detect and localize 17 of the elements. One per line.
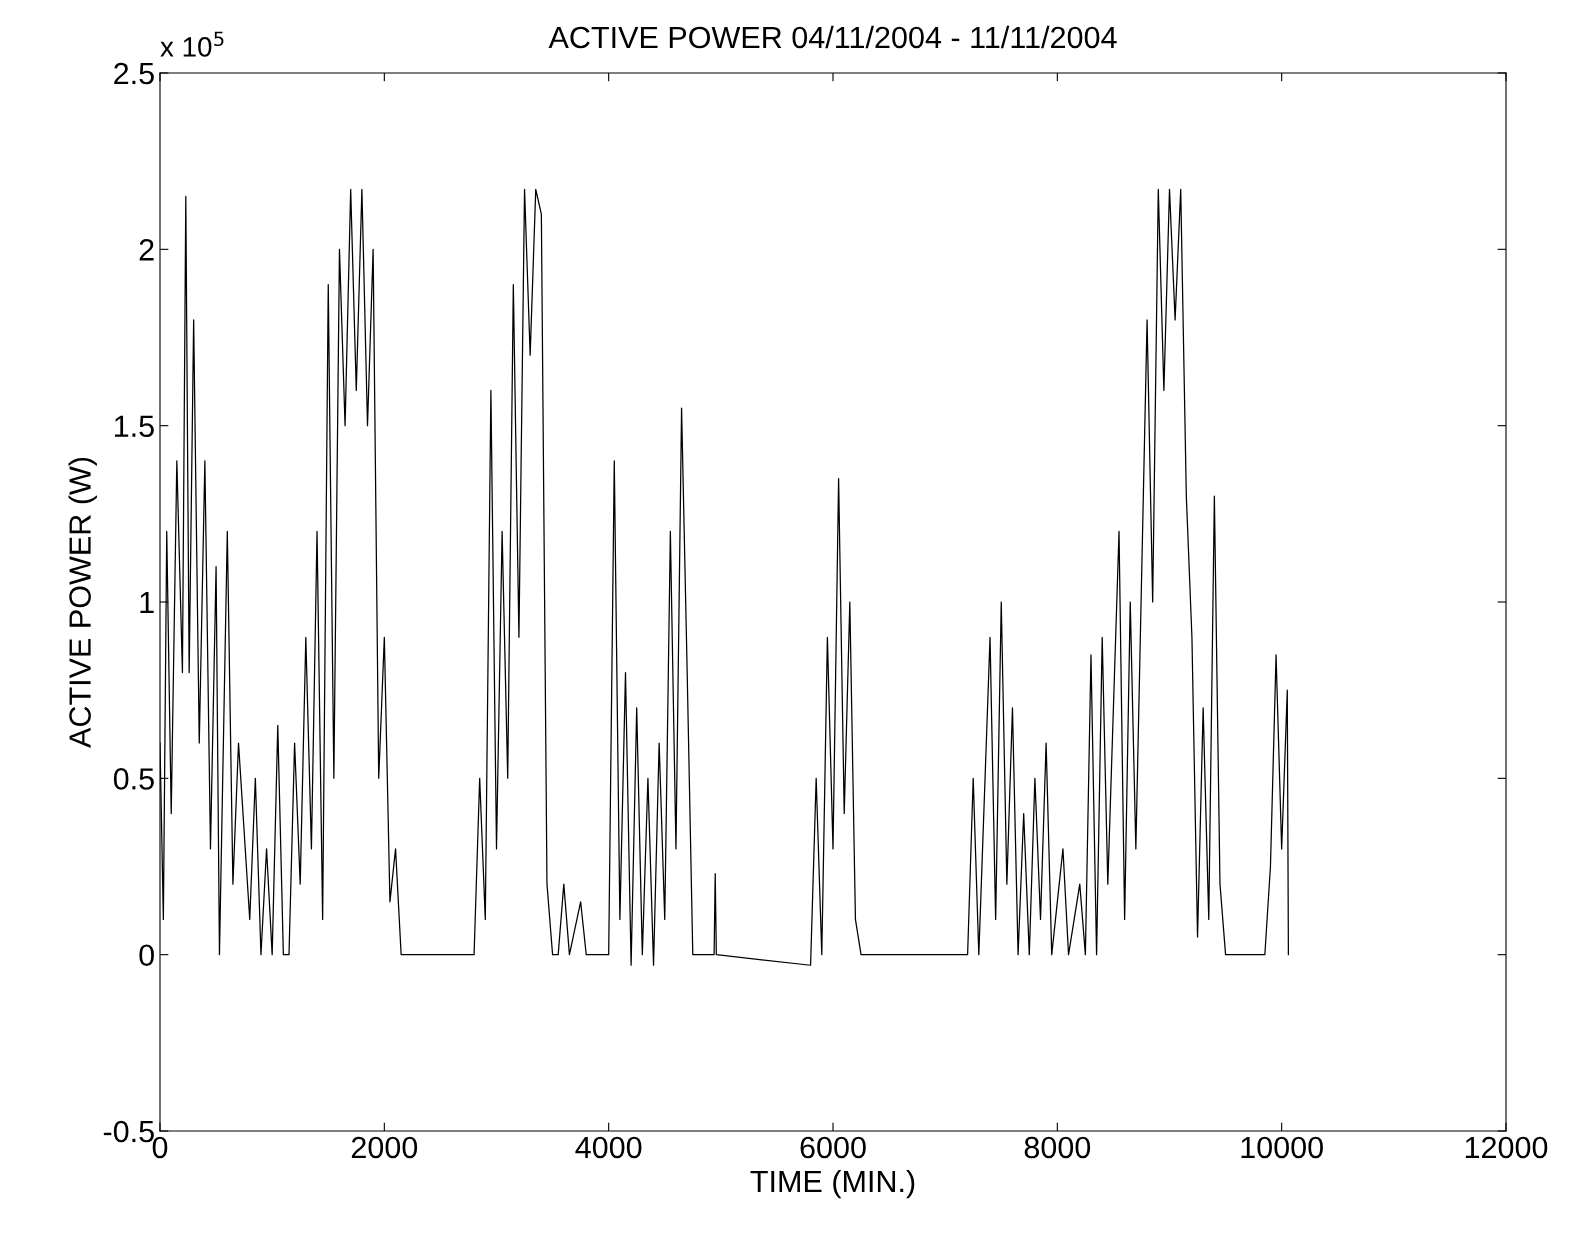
y-tick-label: -0.5 xyxy=(103,1120,154,1143)
x-tick-label: 12000 xyxy=(1465,1136,1548,1159)
chart-title: ACTIVE POWER 04/11/2004 - 11/11/2004 xyxy=(548,25,1117,49)
text: x 10$^{5}$ xyxy=(160,31,224,57)
x-tick-label: 8000 xyxy=(1024,1136,1091,1159)
x-tick-label: 6000 xyxy=(800,1136,866,1159)
x-axis-title: TIME (MIN.) xyxy=(750,1169,915,1199)
x-tick-label: 10000 xyxy=(1241,1136,1323,1159)
y-tick-label: 0 xyxy=(139,944,154,967)
y-tick-label: 0.5 xyxy=(113,768,154,790)
y-tick-label: 2.5 xyxy=(114,62,154,85)
x-tick-label: 4000 xyxy=(575,1136,642,1159)
y-axis-title: ACTIVE POWER (W) xyxy=(68,457,97,748)
y-tick-label: 1 xyxy=(140,592,154,614)
x-tick-label: 2000 xyxy=(351,1136,418,1159)
y-tick-label: 2 xyxy=(139,239,154,261)
y-tick-label: 1.5 xyxy=(115,415,154,438)
